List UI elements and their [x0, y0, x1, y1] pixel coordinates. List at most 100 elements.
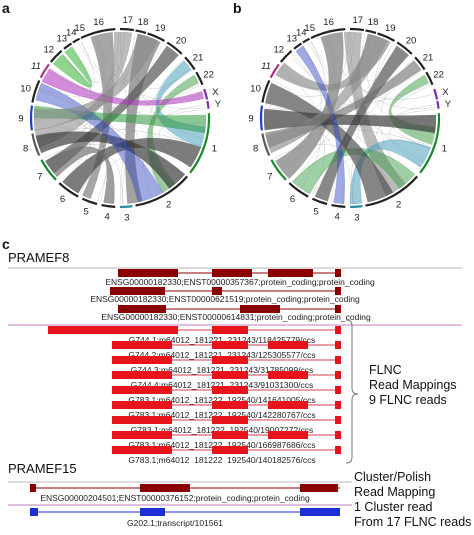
chromosome-label-5: 5 — [313, 207, 318, 218]
circos-link — [292, 33, 369, 183]
flnc-read-3 — [112, 356, 341, 364]
circos-link — [122, 157, 166, 204]
chromosome-label-22: 22 — [203, 69, 214, 80]
chromosome-label-Y: Y — [215, 99, 222, 110]
circos-link — [339, 32, 436, 109]
chromosome-label-X: X — [212, 87, 219, 98]
flnc-read-label-3: G744.3;m64012_181221_231243/31785099/ccs — [131, 365, 313, 375]
pramef8-title: PRAMEF8 — [8, 250, 70, 265]
flnc-read-7 — [112, 416, 341, 424]
circos-link — [382, 138, 431, 185]
circos-link — [361, 33, 406, 82]
chromosome-label-22: 22 — [433, 69, 444, 80]
pramef8-brace — [345, 319, 359, 464]
chromosome-label-9: 9 — [248, 114, 253, 125]
flnc-read-label-6: G783.1;m64012_181222_192540/142280767/cc… — [128, 410, 315, 420]
circos-link — [264, 110, 344, 204]
circos-link — [264, 84, 430, 111]
circos-link — [269, 37, 380, 97]
circos-link — [279, 68, 322, 189]
chromosome-arc-19 — [147, 32, 166, 42]
flnc-read-1 — [48, 326, 341, 334]
circos-link — [44, 144, 161, 194]
circos-link — [47, 41, 95, 89]
pramef15-title: PRAMEF15 — [8, 461, 77, 476]
chromosome-label-13: 13 — [287, 33, 298, 44]
circos-link — [366, 34, 434, 139]
chromosome-arc-3 — [119, 205, 133, 209]
chromosome-arc-1 — [189, 113, 211, 174]
chromosome-label-18: 18 — [138, 17, 149, 28]
flnc-read-6 — [112, 401, 341, 409]
circos-link — [265, 104, 309, 149]
chromosome-label-19: 19 — [155, 23, 166, 34]
chromosome-arc-5 — [81, 197, 98, 206]
circos-link — [62, 33, 139, 183]
circos-ribbon — [45, 146, 115, 205]
chromosome-arc-15 — [310, 34, 318, 39]
circos-link — [136, 34, 204, 139]
circos-link — [60, 34, 105, 83]
chromosome-arc-12 — [49, 49, 63, 63]
chromosome-label-14: 14 — [66, 27, 77, 38]
flnc-read-label-4: G744.4;m64012_181221_231243/91031300/ccs — [131, 380, 313, 390]
circos-link — [83, 68, 191, 196]
circos-link — [35, 128, 202, 147]
chromosome-arc-5 — [311, 197, 328, 206]
pramef8-side-line-3: 9 FLNC reads — [369, 393, 447, 407]
circos-link — [349, 31, 394, 193]
circos-link — [50, 67, 206, 128]
chromosome-arc-11 — [39, 63, 50, 79]
chromosome-arc-Y — [436, 100, 440, 109]
circos-link — [274, 144, 391, 194]
chromosome-label-7: 7 — [37, 172, 42, 183]
flnc-read-label-2: G744.2;m64012_181221_231243/125305577/cc… — [128, 350, 315, 360]
circos-link — [268, 89, 407, 184]
circos-link — [352, 157, 396, 204]
circos-link — [50, 108, 206, 169]
circos-link — [34, 110, 114, 204]
chromosome-label-6: 6 — [290, 194, 295, 205]
circos-link — [38, 53, 178, 145]
chromosome-label-21: 21 — [423, 53, 434, 64]
circos-link — [280, 108, 436, 169]
chromosome-arc-17 — [349, 27, 365, 32]
chromosome-label-11: 11 — [31, 61, 41, 72]
chromosome-arc-16 — [86, 28, 116, 37]
flnc-read-label-9: G783.1;m64012_181222_192540/140182576/cc… — [128, 455, 315, 464]
chromosome-label-1: 1 — [442, 143, 447, 154]
circos-link — [158, 123, 206, 167]
pramef15-side-label: Cluster/Polish Read Mapping 1 Cluster re… — [354, 470, 471, 530]
circos-ribbons-a — [33, 31, 207, 205]
pramef15-side-line-3: 1 Cluster read — [354, 500, 433, 514]
chromosome-label-6: 6 — [60, 194, 65, 205]
chromosome-arc-7 — [40, 159, 57, 181]
chromosome-label-18: 18 — [368, 17, 379, 28]
panel-letter-c: c — [2, 236, 10, 252]
chromosome-label-15: 15 — [74, 23, 85, 34]
chromosome-label-3: 3 — [354, 212, 359, 223]
flnc-read-label-1: G744.1;m64012_181221_231243/118425779/cc… — [129, 335, 316, 345]
chromosome-label-16: 16 — [323, 17, 334, 28]
pramef8-annotation-2-track — [110, 287, 341, 295]
circos-link — [324, 35, 340, 202]
panel-letter-a: a — [2, 0, 10, 16]
chromosome-label-7: 7 — [267, 172, 272, 183]
circos-ring-b — [259, 27, 441, 209]
chromosome-label-20: 20 — [406, 36, 417, 47]
chromosome-arc-1 — [419, 113, 441, 174]
circos-link — [264, 127, 313, 172]
circos-link — [119, 43, 164, 205]
chromosome-label-8: 8 — [23, 143, 28, 154]
circos-link — [119, 31, 164, 193]
circos-link — [308, 42, 424, 163]
chromosome-arc-14 — [72, 37, 81, 44]
chromosome-label-12: 12 — [274, 45, 285, 56]
flnc-read-9 — [112, 446, 341, 454]
pramef8-reads: G744.1;m64012_181221_231243/118425779/cc… — [48, 326, 341, 464]
circos-link — [49, 68, 92, 189]
chromosome-label-20: 20 — [176, 36, 187, 47]
chromosome-arc-20 — [166, 41, 183, 55]
